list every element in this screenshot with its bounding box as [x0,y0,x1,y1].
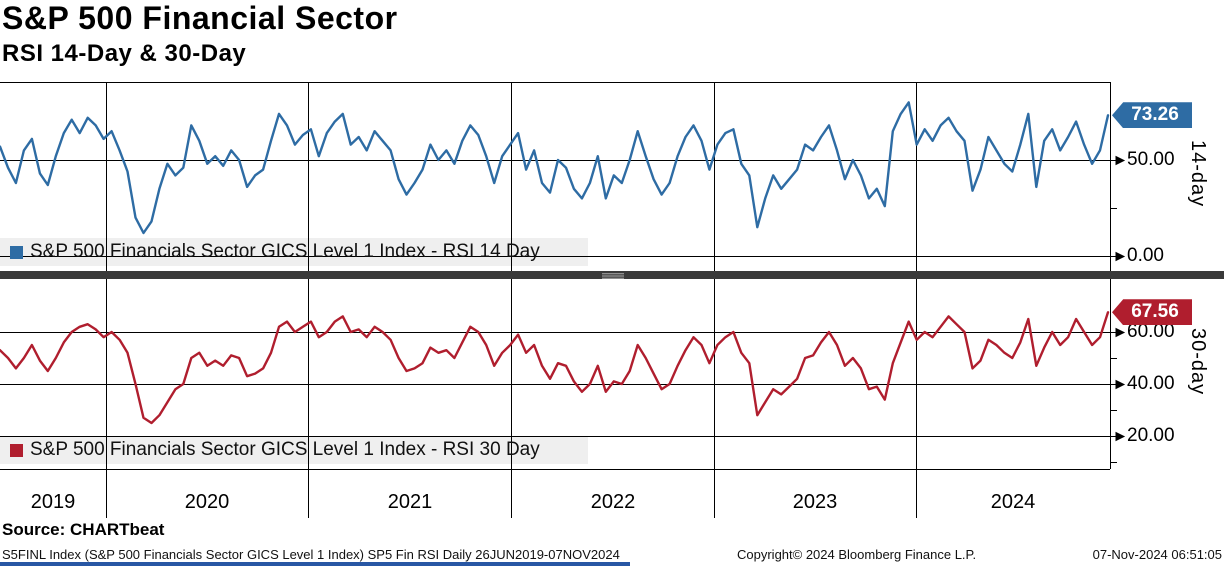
xtick-2022: 2022 [590,491,636,513]
footer-copyright: Copyright© 2024 Bloomberg Finance L.P. [737,547,977,562]
rsi30-line-series [0,311,1110,425]
rsi14-last-value-tag: 73.26 [1112,102,1192,129]
footer-timestamp: 07-Nov-2024 06:51:05 [1092,547,1222,562]
splitter-grip[interactable] [602,273,624,275]
page-subtitle: RSI 14-Day & 30-Day [2,40,247,67]
rsi14-axis-title: 14-day [1187,140,1209,208]
ytick-rsi14-0: 0.00 [1127,245,1164,266]
rsi30-legend-label: S&P 500 Financials Sector GICS Level 1 I… [30,439,540,460]
rsi30-legend-swatch [10,443,23,457]
page-title: S&P 500 Financial Sector [2,0,398,36]
xtick-2020: 2020 [184,491,230,513]
panel-splitter[interactable] [0,271,1224,279]
legend-bg-rsi14 [0,238,588,266]
legend-bg-rsi30 [0,436,588,464]
xtick-2023: 2023 [792,491,838,513]
ytick-rsi30-40: 40.00 [1127,373,1175,394]
year-gridlines [106,82,917,518]
ytick-rsi30-60: 60.00 [1127,321,1175,342]
bottom-blue-strip [0,562,630,566]
xtick-2024: 2024 [990,491,1036,513]
source-line: Source: CHARTbeat [2,520,165,539]
footer-security-info: S5FINL Index (S&P 500 Financials Sector … [2,547,620,562]
rsi30-last-value-tag: 67.56 [1112,299,1192,326]
rsi30-axis-title: 30-day [1187,328,1209,396]
ytick-rsi30-20: 20.00 [1127,425,1175,446]
legend-rsi30[interactable]: S&P 500 Financials Sector GICS Level 1 I… [0,436,588,464]
legend-rsi14[interactable]: S&P 500 Financials Sector GICS Level 1 I… [0,238,588,266]
rsi14-line-series [0,101,1110,235]
xtick-2021: 2021 [387,491,433,513]
ytick-rsi14-50: 50.00 [1127,149,1175,170]
rsi14-legend-swatch [10,245,23,259]
xtick-2019: 2019 [30,491,76,513]
rsi14-legend-label: S&P 500 Financials Sector GICS Level 1 I… [30,241,540,262]
axis-arrow-ticks [1110,155,1126,442]
